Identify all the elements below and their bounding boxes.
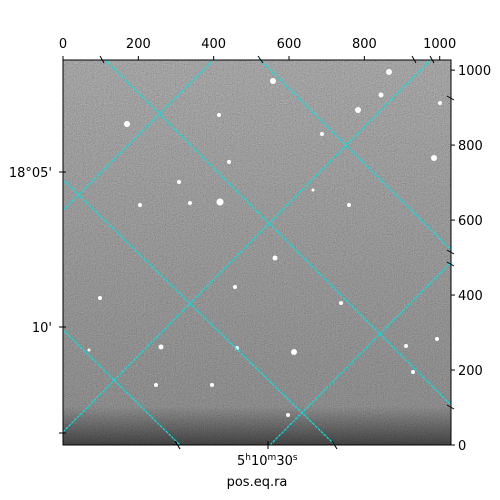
dec-tick-label: 10' [32, 321, 52, 336]
y-tick-label: 600 [458, 214, 483, 229]
x-axis-label: pos.eq.ra [227, 475, 288, 490]
coordinate-grid [63, 60, 451, 445]
x-tick-label: 0 [59, 37, 67, 52]
y-tick-label: 800 [458, 139, 483, 154]
x-tick-label: 600 [277, 37, 302, 52]
wcs-ticks [59, 55, 455, 450]
y-tick-label: 0 [458, 439, 466, 454]
y-tick-label: 1000 [458, 64, 491, 79]
ra-part: h [245, 453, 251, 463]
dec-tick-label: 18°05' [9, 166, 52, 181]
stars [87, 69, 442, 417]
ra-part: m [268, 453, 277, 463]
ra-part: s [293, 453, 298, 463]
x-tick-label: 800 [352, 37, 377, 52]
x-tick-label: 1000 [423, 37, 456, 52]
sky-image [63, 60, 451, 445]
x-tick-label: 200 [126, 37, 151, 52]
y-tick-label: 200 [458, 364, 483, 379]
ra-part: 30 [276, 454, 293, 469]
ra-part: 10 [251, 454, 268, 469]
ra-part: 5 [237, 454, 245, 469]
y-tick-label: 400 [458, 289, 483, 304]
ra-tick-label: 5h10m30s [237, 453, 298, 469]
x-tick-label: 400 [201, 37, 226, 52]
